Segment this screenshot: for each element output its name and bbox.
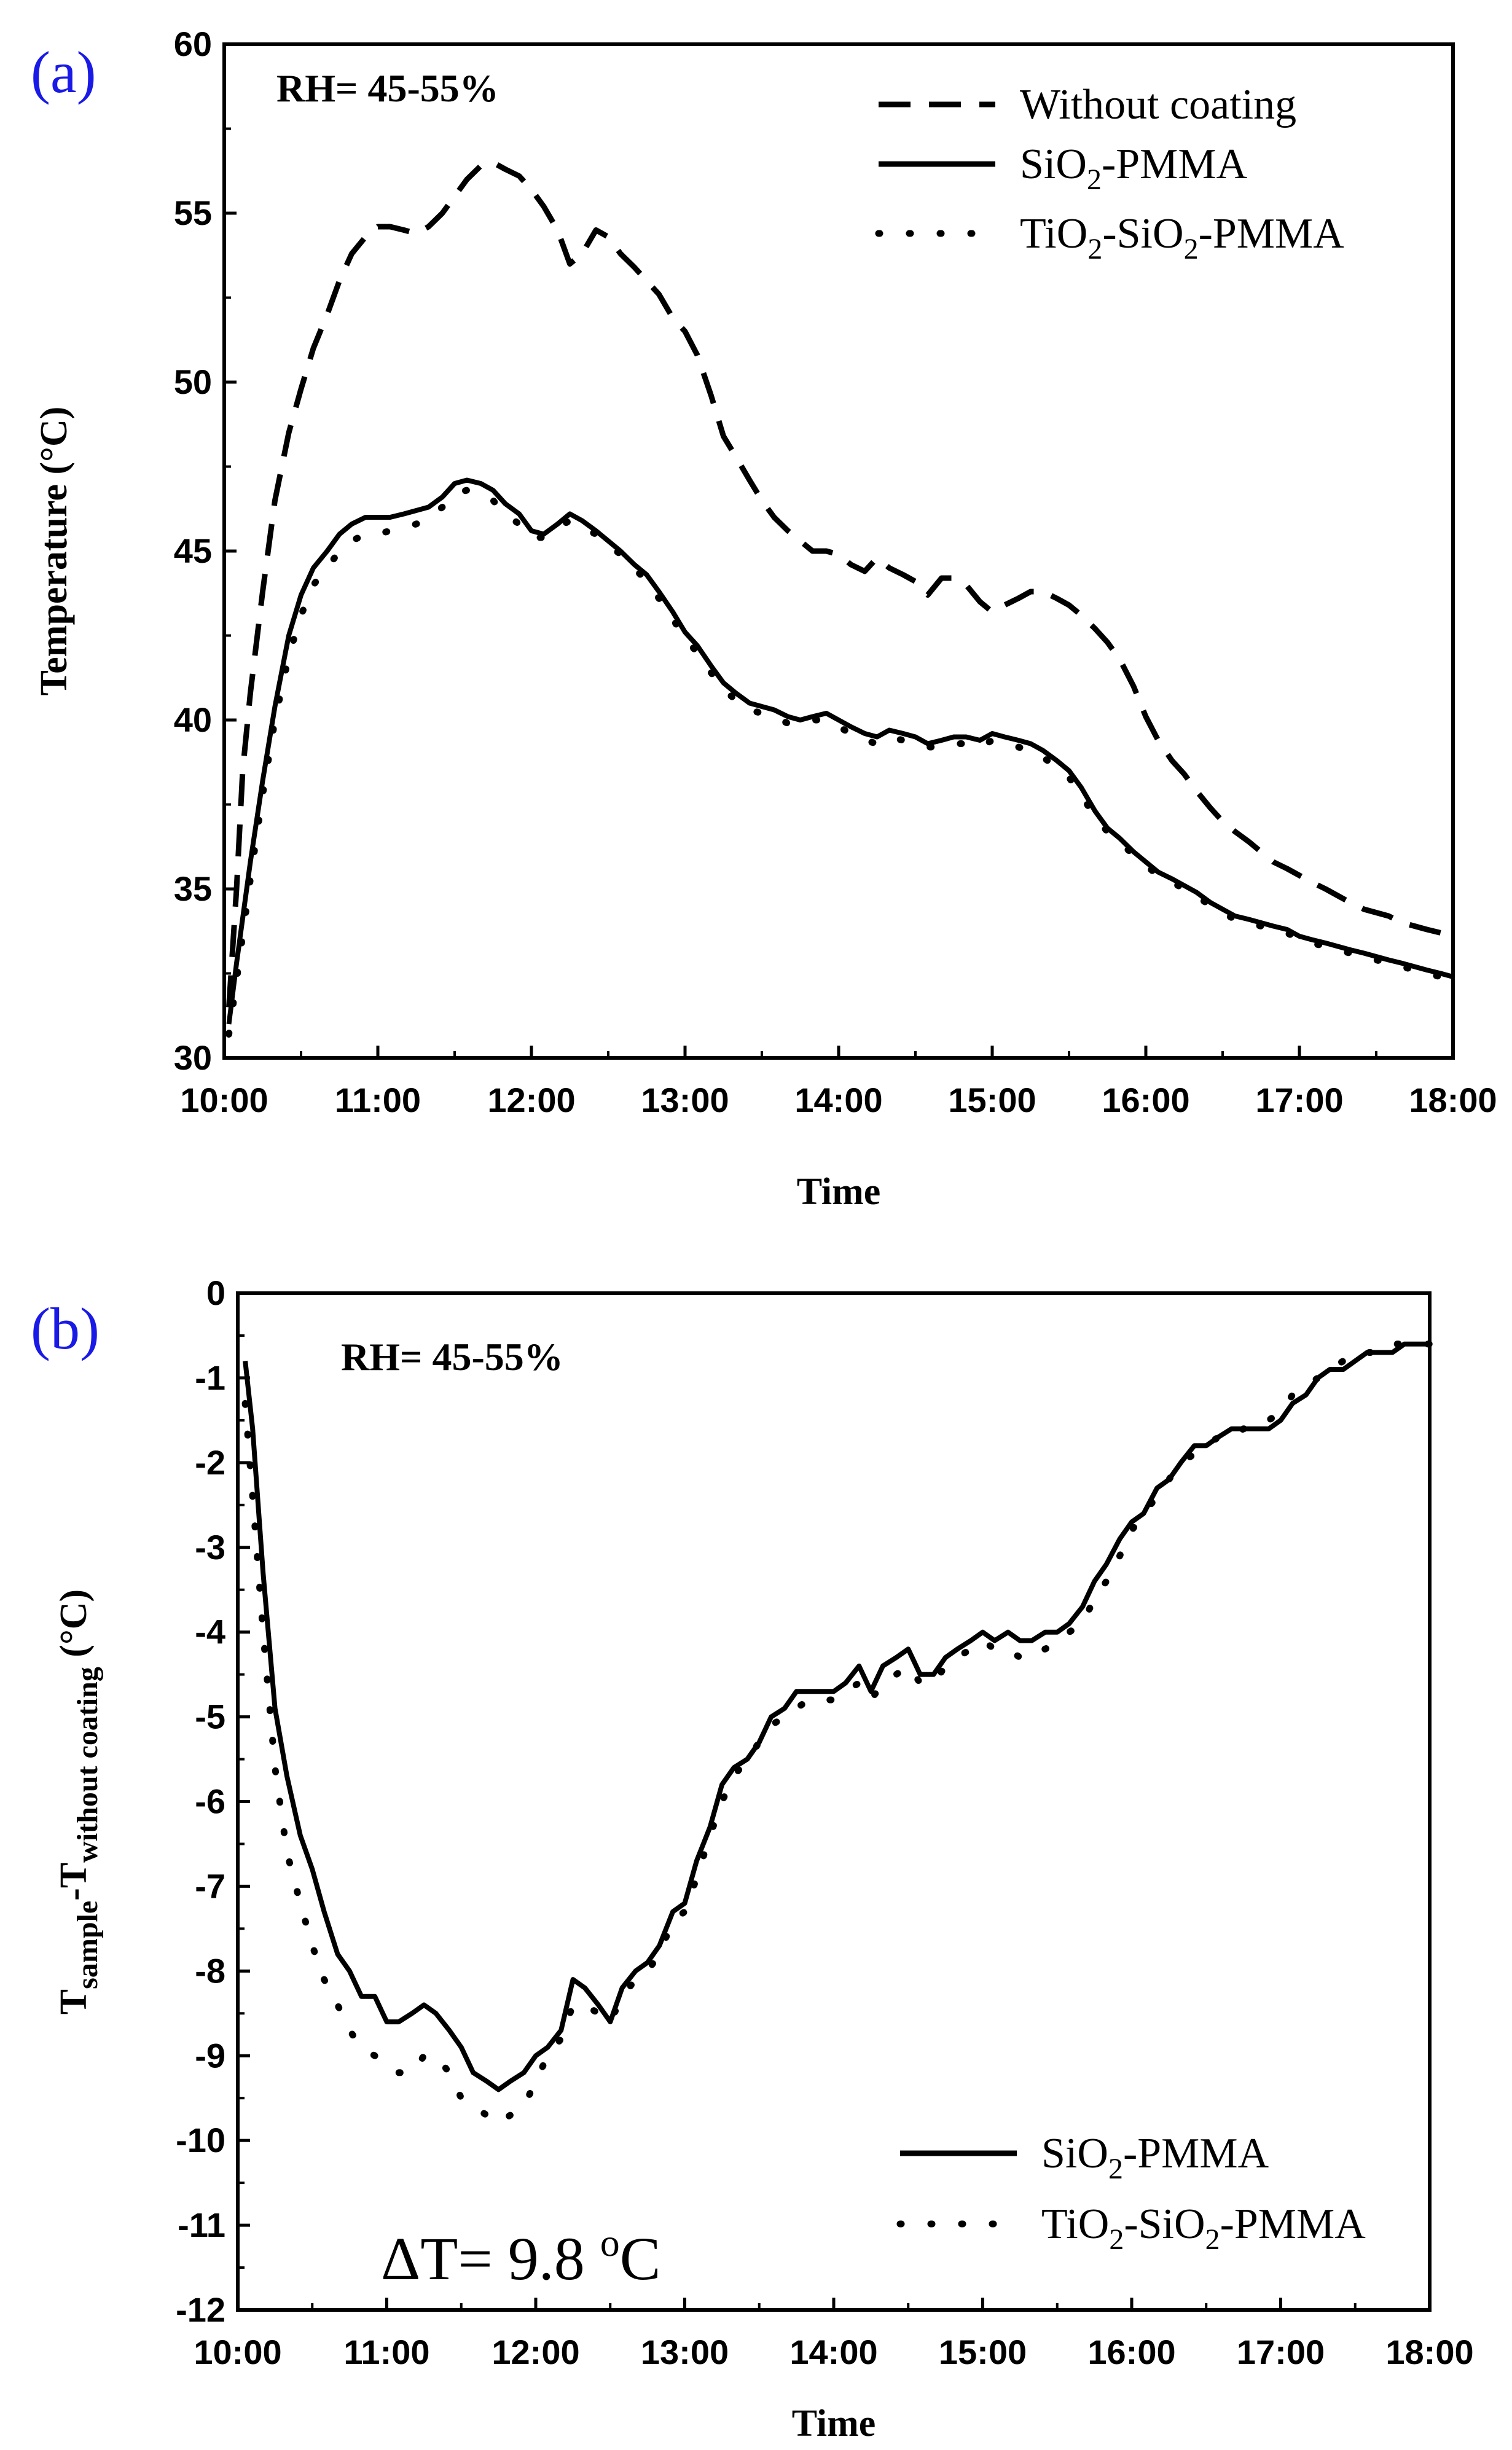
y-tick-label: -9 — [195, 2036, 225, 2075]
y-tick-label: 35 — [174, 869, 212, 908]
x-tick-label: 15:00 — [939, 2333, 1027, 2371]
panel-a-x-axis-title: Time — [797, 1171, 881, 1213]
panel-a-y-axis-title: Temperature (°C) — [33, 407, 75, 696]
legend-label-without-coating: Without coating — [1020, 81, 1296, 128]
series-line-without-coating — [226, 160, 1454, 1008]
y-tick-label: -6 — [195, 1782, 225, 1821]
y-tick-label: 0 — [206, 1274, 225, 1312]
y-tick-label: -7 — [195, 1866, 225, 1905]
x-tick-label: 13:00 — [641, 2333, 729, 2371]
x-tick-label: 18:00 — [1409, 1081, 1497, 1119]
y-tick-label: -1 — [195, 1358, 225, 1397]
panel-b-legend: SiO2-PMMA TiO2-SiO2-PMMA — [896, 2130, 1366, 2256]
y-tick-label: -2 — [195, 1443, 225, 1482]
panel-b-rh-annotation: RH= 45-55% — [341, 1335, 563, 1379]
y-tick-label: 50 — [174, 362, 212, 401]
x-tick-label: 17:00 — [1237, 2333, 1325, 2371]
x-tick-label: 11:00 — [343, 2333, 429, 2371]
legend-label-sio2-pmma: SiO2-PMMA — [1041, 2130, 1269, 2185]
x-tick-label: 18:00 — [1385, 2333, 1473, 2371]
x-tick-label: 10:00 — [180, 1081, 268, 1119]
y-tick-label: -11 — [178, 2205, 225, 2244]
panel-a-rh-annotation: RH= 45-55% — [276, 66, 499, 110]
y-tick-label: -10 — [176, 2121, 225, 2159]
panel-a-label: (a) — [31, 39, 96, 105]
x-tick-label: 10:00 — [194, 2333, 281, 2371]
legend-label-tio2-sio2-pmma: TiO2-SiO2-PMMA — [1041, 2201, 1366, 2256]
y-tick-label: -5 — [195, 1697, 225, 1736]
series-line-sio2-pmma — [226, 477, 1454, 1025]
x-tick-label: 13:00 — [641, 1081, 729, 1119]
panel-b-x-axis-title: Time — [792, 2403, 876, 2444]
series-line-tio2-sio2-pmma — [241, 1340, 1433, 2127]
panel-b-y-axis-title: Tsample-Twithout coating (°C) — [53, 1589, 104, 2014]
x-tick-label: 12:00 — [492, 2333, 579, 2371]
series-line-sio2-pmma — [243, 1341, 1430, 2092]
legend-label-tio2-sio2-pmma: TiO2-SiO2-PMMA — [1020, 210, 1344, 265]
x-tick-label: 14:00 — [789, 2333, 877, 2371]
y-tick-label: -8 — [195, 1951, 225, 1990]
x-tick-label: 12:00 — [487, 1081, 575, 1119]
x-tick-label: 16:00 — [1102, 1081, 1189, 1119]
y-tick-label: 40 — [174, 700, 212, 739]
panel-a-legend: Without coating SiO2-PMMA TiO2-SiO2-PMMA — [875, 81, 1344, 265]
panel-b-chart: (b) -12-11-10-9-8-7-6-5-4-3-2-10 10:00 11… — [31, 1274, 1474, 2444]
panel-a-chart: (a) 30 35 40 45 50 55 60 10:00 11:00 12:00 13:00 1… — [31, 25, 1497, 1213]
x-tick-label: 11:00 — [335, 1081, 421, 1119]
y-tick-label: 30 — [174, 1038, 212, 1077]
x-tick-label: 15:00 — [948, 1081, 1036, 1119]
y-tick-label: -4 — [195, 1613, 225, 1651]
panel-b-delta-t-annotation: ΔT= 9.8 oC — [381, 2221, 661, 2293]
x-tick-label: 16:00 — [1087, 2333, 1175, 2371]
panel-b-label: (b) — [31, 1296, 100, 1361]
y-tick-label: 55 — [174, 194, 212, 232]
x-tick-label: 17:00 — [1255, 1081, 1343, 1119]
y-tick-label: 60 — [174, 25, 212, 63]
legend-label-sio2-pmma: SiO2-PMMA — [1020, 141, 1248, 196]
y-tick-label: -12 — [176, 2290, 225, 2329]
x-tick-label: 14:00 — [794, 1081, 882, 1119]
y-tick-label: 45 — [174, 531, 212, 570]
y-tick-label: -3 — [195, 1528, 225, 1567]
